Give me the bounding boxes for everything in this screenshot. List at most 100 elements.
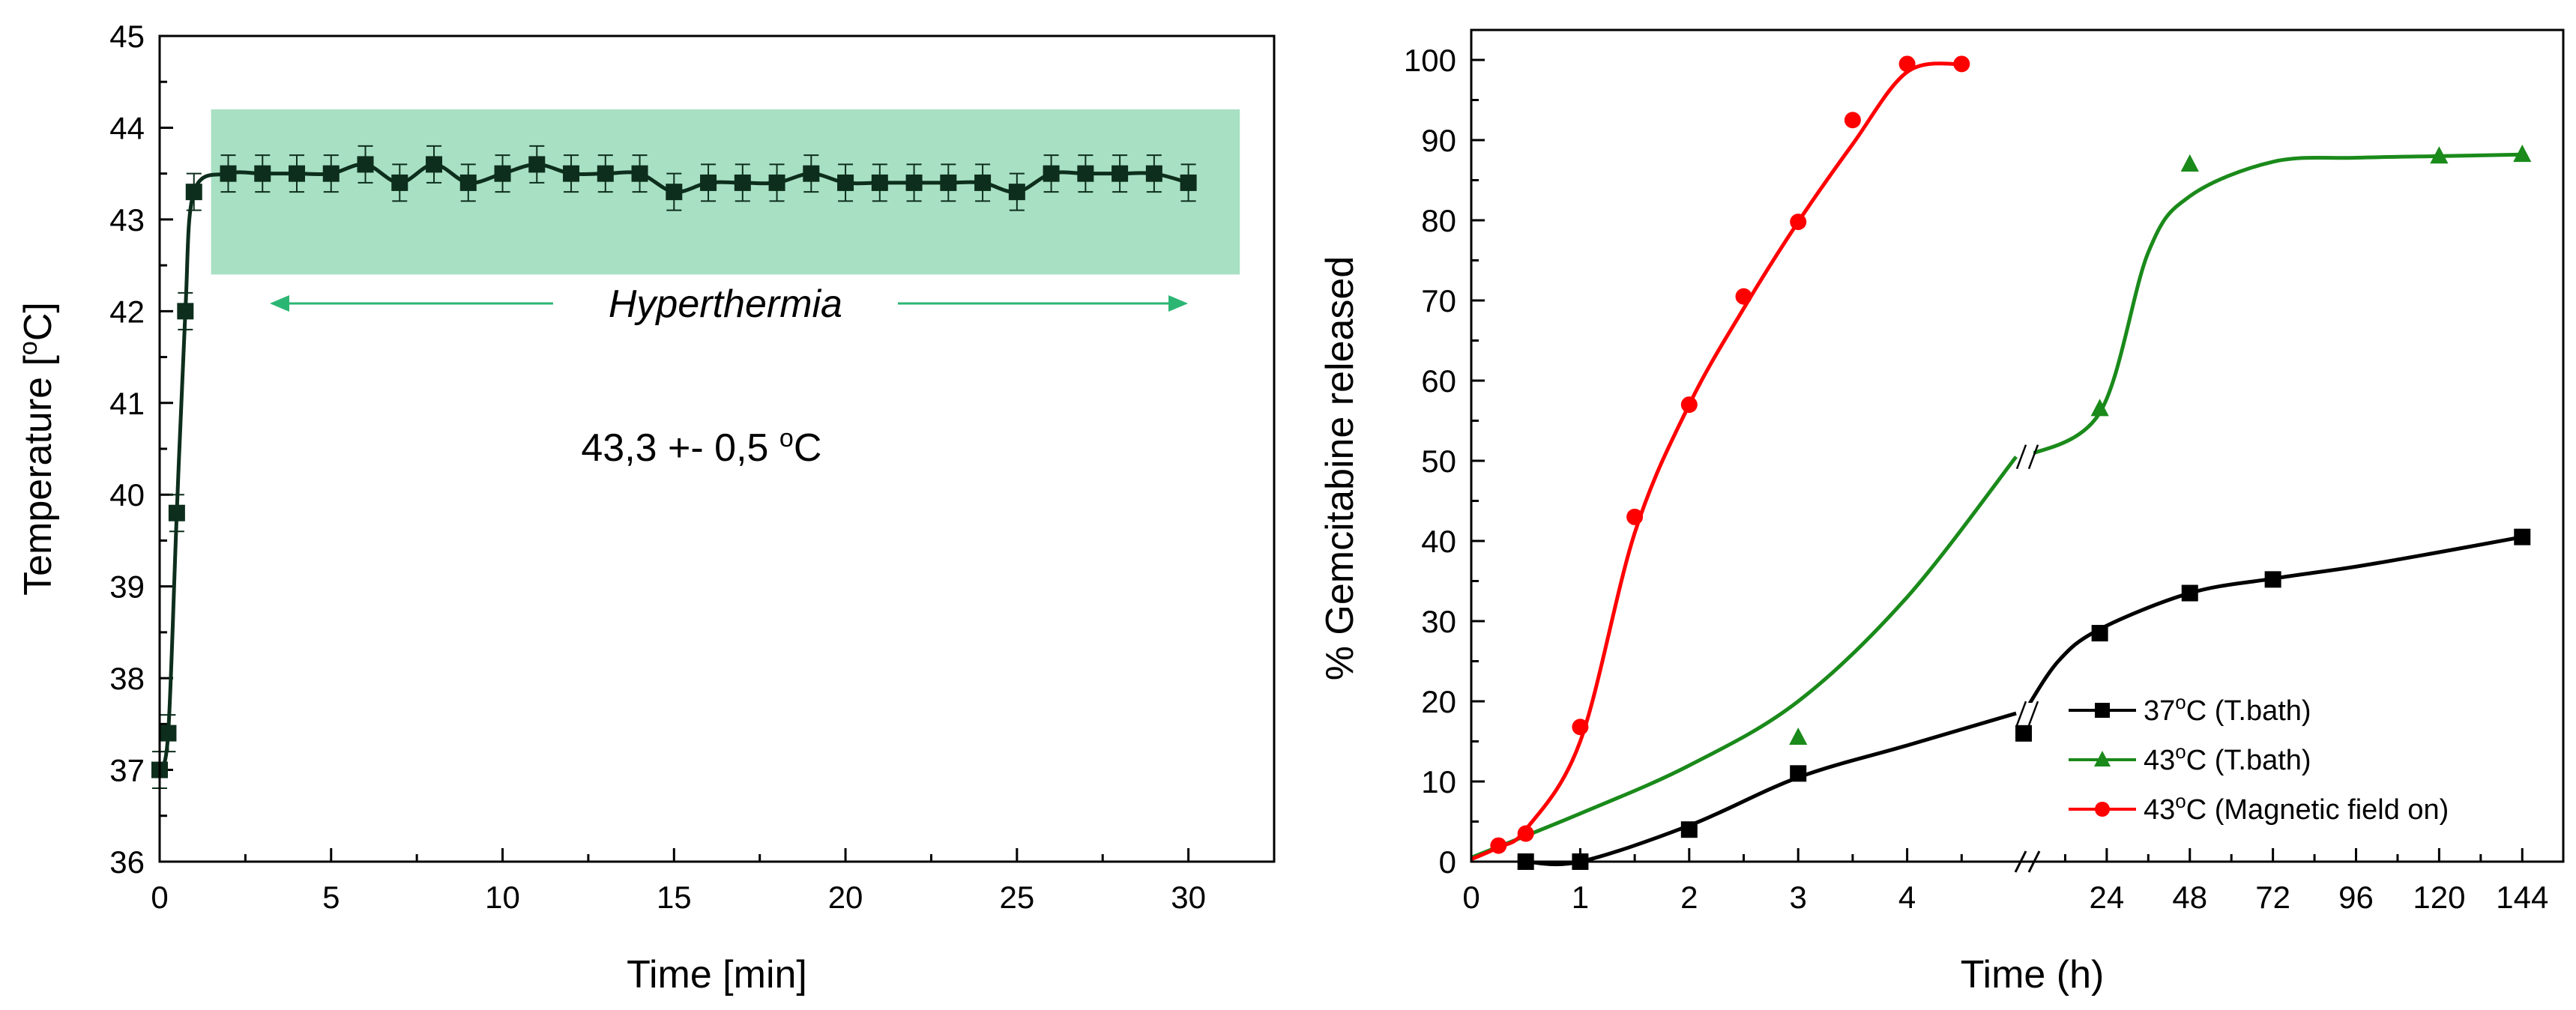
temperature-point bbox=[1077, 165, 1094, 182]
temperature-point bbox=[940, 174, 957, 191]
right-y-axis-title: % Gemcitabine released bbox=[1318, 256, 1362, 681]
x-tick-label: 10 bbox=[485, 880, 520, 915]
release-curves bbox=[1470, 61, 2523, 867]
hyperthermia-band bbox=[211, 109, 1240, 275]
left-plot-frame bbox=[158, 34, 1276, 863]
y-tick-label: 44 bbox=[109, 110, 145, 145]
temperature-point bbox=[322, 165, 340, 182]
left-axis-ticks: 0 5 10 15 20 25 30 36 37 38 39 40 41 42 43 44 45 bbox=[109, 19, 1276, 915]
release-point bbox=[2091, 625, 2108, 642]
temperature-point bbox=[426, 156, 443, 173]
x-tick-label: 30 bbox=[1171, 880, 1206, 915]
temperature-points bbox=[151, 145, 1197, 790]
temperature-point bbox=[289, 165, 306, 182]
x-tick-label: 2 bbox=[1680, 880, 1698, 915]
y-tick-label: 37 bbox=[109, 753, 145, 788]
x-tick-label: 4 bbox=[1898, 880, 1916, 915]
curve-break-gap bbox=[2021, 703, 2033, 725]
y-tick-label: 42 bbox=[109, 294, 145, 329]
y-tick-label: 40 bbox=[109, 477, 145, 512]
y-tick-label: 50 bbox=[1421, 444, 1456, 479]
temperature-point bbox=[220, 165, 237, 182]
axis-break-marks bbox=[2014, 444, 2041, 873]
x-tick-label: 0 bbox=[1462, 880, 1479, 915]
temperature-point bbox=[528, 156, 546, 173]
y-tick-label: 38 bbox=[109, 661, 145, 696]
curve-break-slash bbox=[2015, 701, 2027, 726]
release-point bbox=[2180, 154, 2199, 172]
release-point bbox=[1790, 765, 1807, 782]
release-point bbox=[1789, 727, 1808, 746]
temperature-point bbox=[160, 725, 177, 742]
curve-1-segment-2 bbox=[2022, 152, 2523, 459]
release-point bbox=[1790, 214, 1807, 231]
hyperthermia-label: Hyperthermia bbox=[609, 282, 842, 326]
temperature-point bbox=[700, 174, 717, 191]
curve-0-segment-2 bbox=[2021, 535, 2523, 715]
temperature-point bbox=[1111, 165, 1129, 182]
y-tick-label: 20 bbox=[1421, 684, 1456, 719]
svg-text:37oC (T.bath): 37oC (T.bath) bbox=[2144, 691, 2311, 727]
y-tick-label: 30 bbox=[1421, 604, 1456, 639]
temperature-point bbox=[1180, 174, 1197, 191]
curve-2-segment-1 bbox=[1470, 61, 1962, 862]
release-point bbox=[2430, 146, 2449, 164]
curve-break-slash bbox=[2027, 701, 2039, 726]
release-point bbox=[1517, 825, 1534, 842]
release-point bbox=[1844, 112, 1861, 129]
release-point bbox=[1680, 821, 1698, 838]
temperature-point bbox=[768, 174, 785, 191]
y-tick-label: 41 bbox=[109, 386, 145, 421]
right-plot-frame bbox=[1470, 28, 2565, 863]
release-point bbox=[2181, 584, 2198, 602]
left-x-axis-title: Time [min] bbox=[627, 953, 807, 997]
temperature-point bbox=[168, 504, 185, 521]
release-point bbox=[2264, 571, 2281, 588]
temperature-point bbox=[1008, 184, 1025, 201]
temperature-point bbox=[974, 174, 992, 191]
temperature-point bbox=[391, 174, 408, 191]
release-point bbox=[1680, 396, 1698, 414]
temperature-point bbox=[597, 165, 614, 182]
y-tick-label: 40 bbox=[1421, 524, 1456, 559]
curve-break-slash bbox=[2015, 444, 2027, 470]
release-point bbox=[1953, 55, 1970, 73]
y-tick-label: 43 bbox=[109, 202, 145, 238]
temperature-point bbox=[563, 165, 580, 182]
x-tick-label: 3 bbox=[1790, 880, 1807, 915]
x-tick-label: 0 bbox=[151, 880, 168, 915]
curve-break-slash bbox=[2027, 444, 2039, 470]
right-axis-ticks: 0 10 20 30 40 50 60 70 80 90 100 0 1 2 3 4 24 48 72 96 120 14… bbox=[1404, 43, 2548, 915]
x-tick-label: 15 bbox=[657, 880, 692, 915]
legend-marker bbox=[2094, 751, 2111, 766]
temperature-point bbox=[905, 174, 923, 191]
legend-item-37c-tbath: 37oC (T.bath) bbox=[2069, 691, 2311, 727]
y-tick-label: 90 bbox=[1421, 123, 1456, 158]
right-x-axis-title: Time (h) bbox=[1961, 953, 2105, 997]
x-tick-label: 144 bbox=[2496, 880, 2548, 915]
y-tick-label: 100 bbox=[1404, 43, 1456, 78]
temperature-point bbox=[185, 184, 202, 201]
x-tick-label: 1 bbox=[1572, 880, 1589, 915]
temperature-point bbox=[494, 165, 511, 182]
temperature-point bbox=[254, 165, 271, 182]
release-points bbox=[1490, 55, 2532, 870]
x-tick-label: 48 bbox=[2172, 880, 2207, 915]
x-tick-label: 25 bbox=[999, 880, 1034, 915]
curve-1-segment-1 bbox=[1471, 456, 2018, 859]
svg-text:43oC (Magnetic field on): 43oC (Magnetic field on) bbox=[2144, 790, 2449, 826]
temperature-point bbox=[837, 174, 854, 191]
x-tick-label: 20 bbox=[828, 880, 863, 915]
release-point bbox=[1490, 837, 1507, 854]
y-tick-label: 39 bbox=[109, 569, 145, 605]
temperature-point bbox=[666, 184, 683, 201]
curve-0-segment-1 bbox=[1525, 711, 2017, 867]
x-tick-label: 24 bbox=[2090, 880, 2125, 915]
temperature-point bbox=[357, 156, 374, 173]
x-tick-label: 5 bbox=[322, 880, 340, 915]
arrow-left-head bbox=[269, 295, 289, 312]
y-tick-label: 60 bbox=[1421, 363, 1456, 399]
x-tick-label: 72 bbox=[2255, 880, 2290, 915]
temperature-point bbox=[871, 174, 888, 191]
